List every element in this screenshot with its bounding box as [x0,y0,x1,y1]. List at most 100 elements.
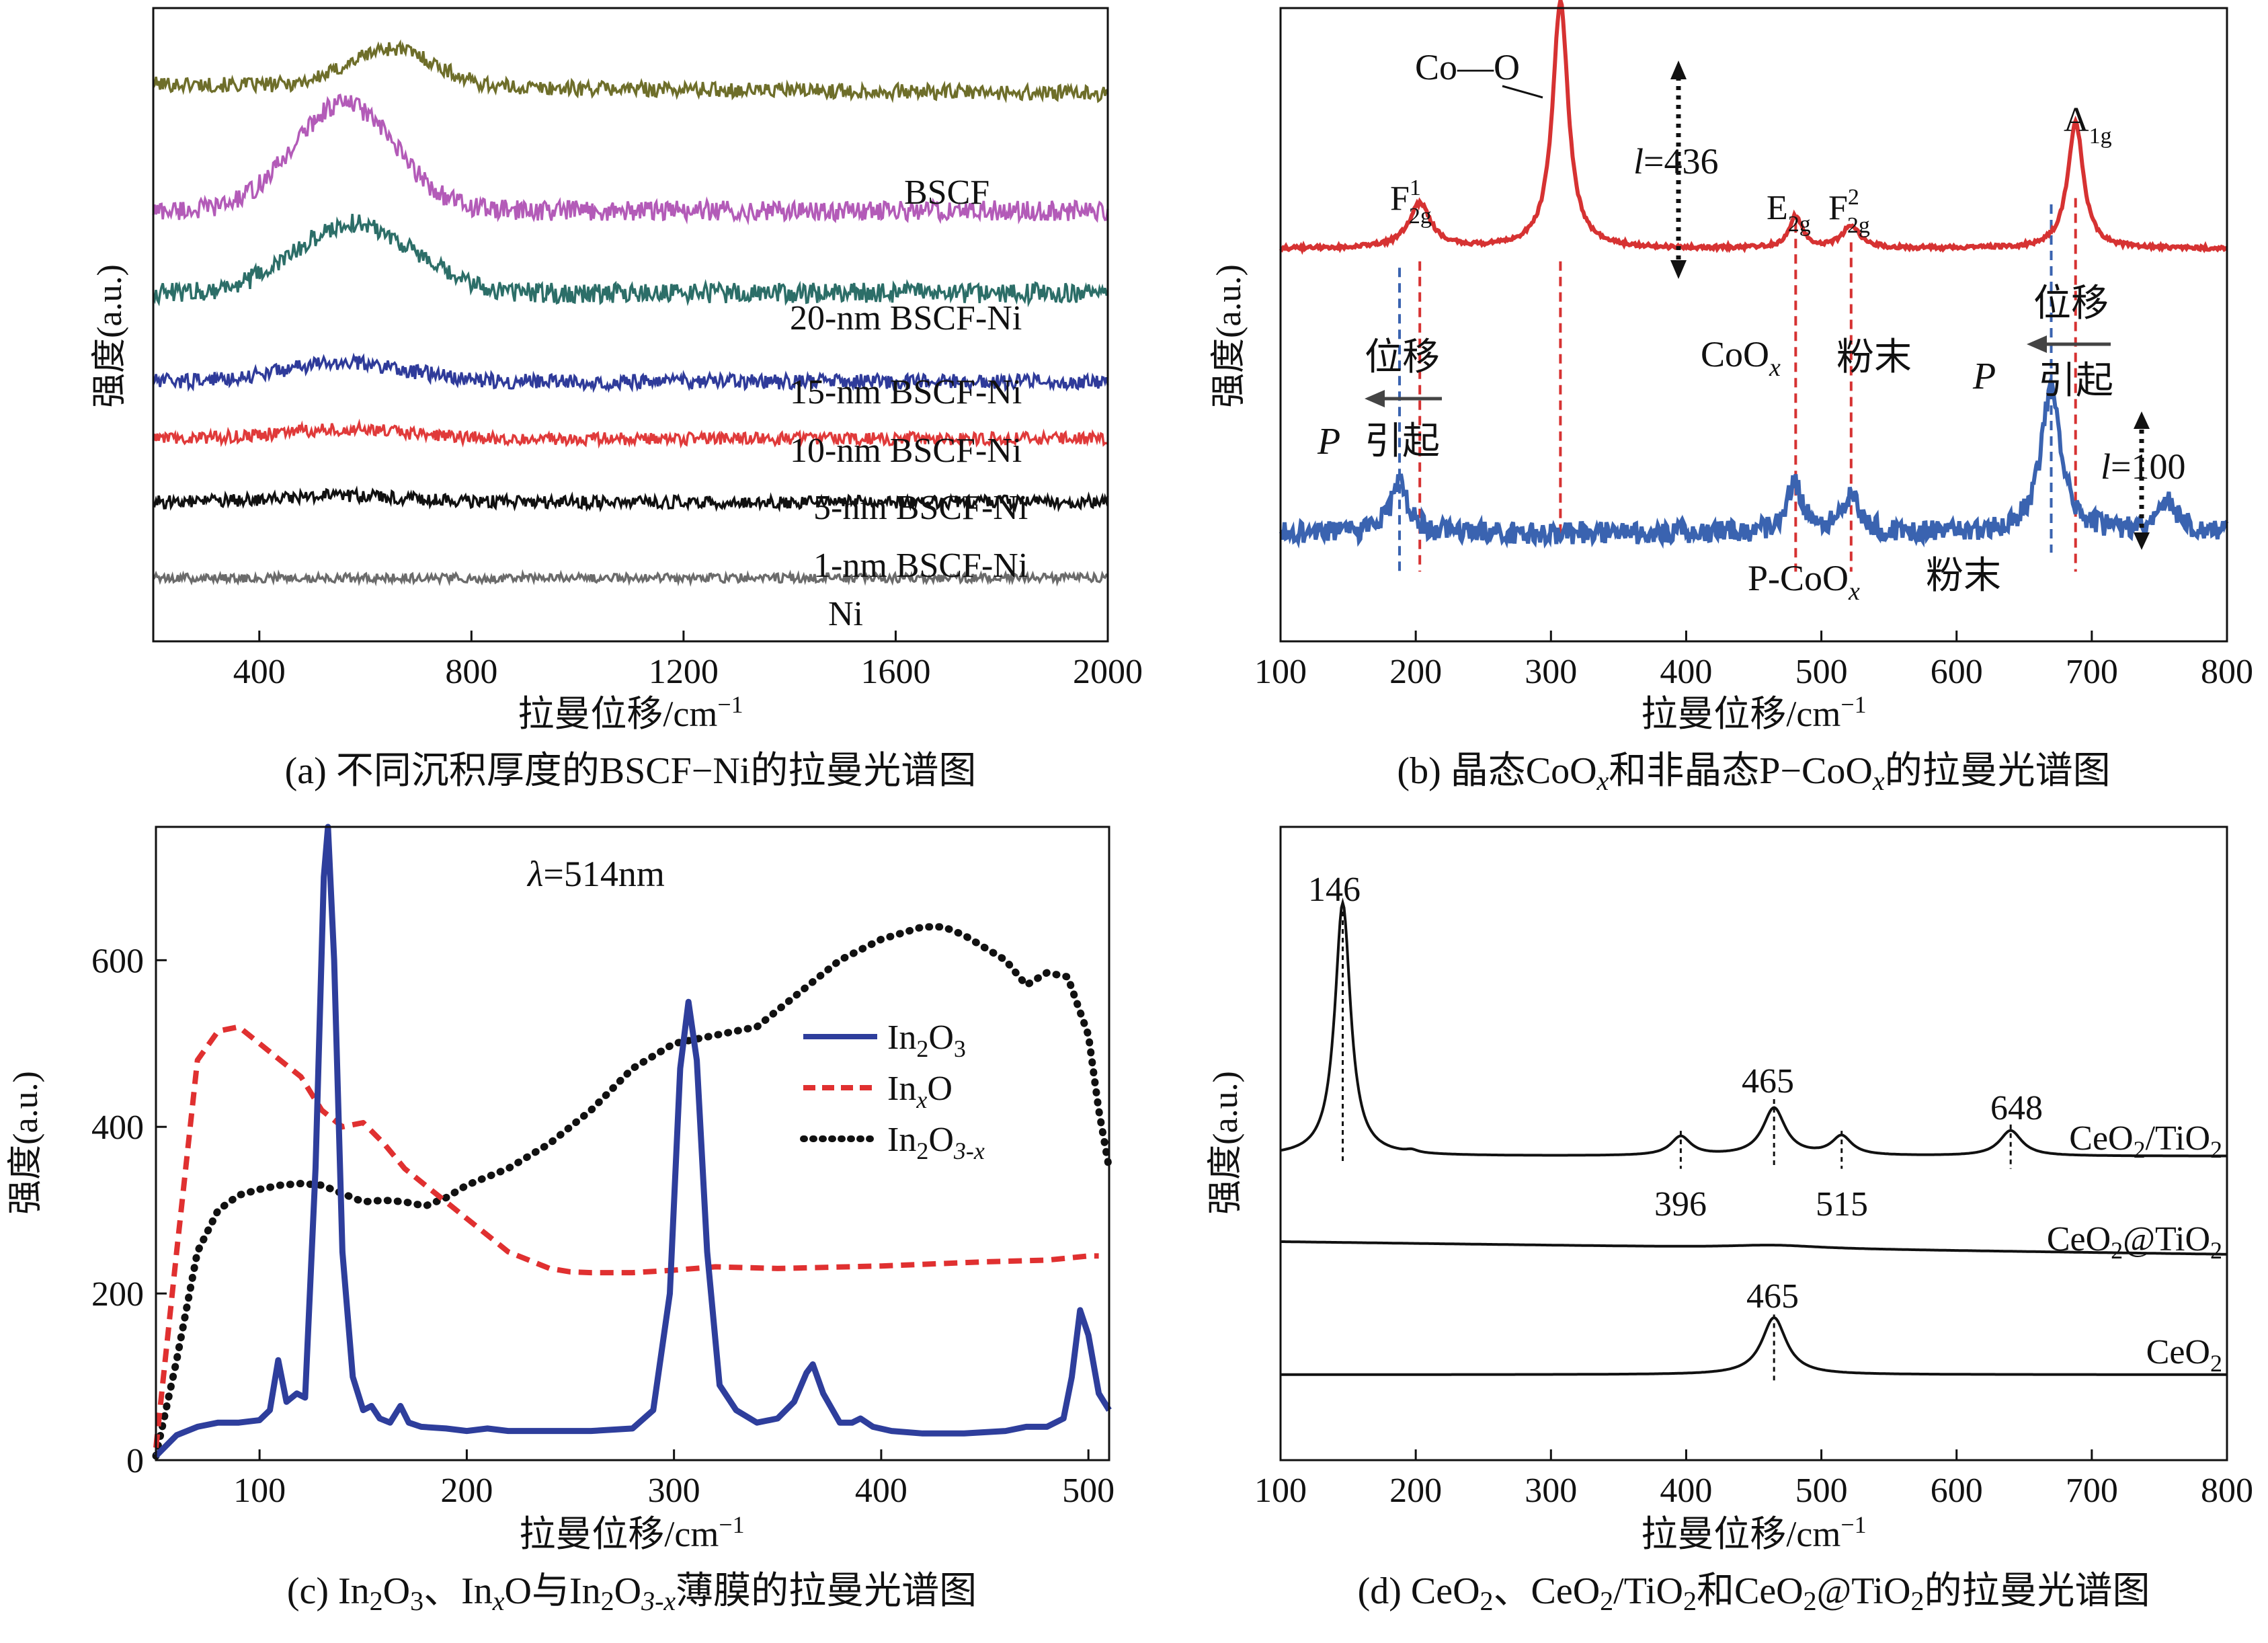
label-powder-top: 粉末 [1836,337,1912,378]
series-b-0 [1279,0,2228,255]
label-ceo2-at-tio2: CeO2@TiO2 [2047,1220,2222,1264]
panel-b: 100 200 300 400 500 600 700 800 强度(a.u.) 拉曼位移/c… [1210,0,2253,796]
panel-d-xtick-label: 700 [2066,1472,2118,1510]
label-shift-left: 位移 [1365,337,1440,378]
panel-c-ytick-label: 200 [91,1275,144,1314]
panel-d-xtick-label: 500 [1795,1472,1848,1510]
panel-d-xtick-label: 800 [2201,1472,2253,1510]
label-20nm: 20-nm BSCF-Ni [790,299,1022,337]
peak-label-465-top: 465 [1742,1062,1794,1100]
panel-b-xtick-label: 400 [1660,653,1712,691]
label-p-left: P [1317,421,1340,463]
label-p-coox: P-CoOx [1748,558,1860,606]
panel-a-caption: (a) 不同沉积厚度的BSCF−Ni的拉曼光谱图 [285,750,977,792]
panel-a-xtick-label: 800 [445,653,497,691]
series-c-2 [152,923,1113,1460]
legend-label-in2o3x: In2O3-x [887,1121,985,1164]
panel-c-ytick-label: 400 [91,1109,144,1147]
peak-label-465-bottom: 465 [1746,1277,1799,1316]
panel-b-xlabel: 拉曼位移/cm−1 [1641,691,1866,734]
label-shift-right: 位移 [2033,283,2109,325]
panel-c-xtick-label: 100 [233,1472,286,1510]
legend-label-in2o3: In2O3 [887,1018,966,1062]
panel-b-xtick-label: 600 [1931,653,1983,691]
panel-b-xtick-label: 200 [1389,653,1442,691]
panel-c-legend: In2O3 InxO In2O3-x [800,1018,985,1164]
label-ceo2: CeO2 [2146,1333,2222,1377]
series-a-0 [152,39,1108,104]
label-e2g: E2g [1767,189,1811,237]
label-f1-2g: F1 2g [1390,175,1432,229]
series-a-5 [152,485,1109,513]
panel-d-xtick-label: 300 [1525,1472,1577,1510]
panel-c: 100 200 300 400 500 0 200 400 600 λ=514nm In2O3 … [7,824,1115,1616]
panel-c-xtick-label: 300 [648,1472,700,1510]
series-d-0 [1280,897,2227,1158]
peak-label-648: 648 [1990,1089,2043,1127]
panel-a-xlabel: 拉曼位移/cm−1 [518,691,743,734]
series-a-2 [152,214,1108,308]
arrowhead-shift-right [2027,335,2047,353]
arrowhead-shift-left [1365,390,1385,407]
label-15nm: 15-nm BSCF-Ni [790,373,1022,411]
label-cause-left: 引起 [1365,421,1440,463]
panel-d-xtick-label: 600 [1931,1472,1983,1510]
panel-a-xtick-label: 2000 [1073,653,1143,691]
label-ceo2-tio2: CeO2/TiO2 [2069,1119,2222,1163]
label-ni: Ni [828,595,863,633]
panel-a-xtick-label: 1200 [649,653,719,691]
panel-b-ylabel: 强度(a.u.) [1210,264,1248,408]
series-c-0 [153,824,1112,1458]
panel-b-xtick-label: 300 [1525,653,1577,691]
series-c-1 [153,1024,1099,1448]
label-powder-bottom: 粉末 [1926,555,2001,597]
panel-a-ylabel: 强度(a.u.) [91,264,129,408]
panel-c-title: λ=514nm [526,854,665,894]
label-p-right: P [1972,356,1996,397]
peak-label-396: 396 [1654,1185,1707,1224]
legend-label-inxo: InxO [887,1070,953,1113]
panel-b-frame [1279,7,2228,643]
series-d-2 [1281,1316,2227,1376]
panel-c-xtick-label: 200 [440,1472,493,1510]
panel-c-ylabel: 强度(a.u.) [7,1071,45,1215]
series-d-1 [1281,1240,2227,1256]
peak-label-515: 515 [1816,1185,1868,1224]
panel-b-xtick-label: 500 [1795,653,1848,691]
label-f2-2g: F2 2g [1828,185,1870,238]
panel-a: 400 800 1200 1600 2000 BSCF 20-nm BSCF-Ni 15… [91,7,1143,792]
panel-c-frame [155,826,1110,1461]
panel-b-xtick-label: 700 [2066,653,2118,691]
label-coox: CoOx [1701,334,1781,382]
panel-c-ytick-label: 600 [91,942,144,980]
label-cause-right: 引起 [2038,360,2113,402]
series-a-3 [152,352,1109,393]
panel-d-xtick-label: 200 [1389,1472,1442,1510]
label-a1g: A1g [2064,101,2112,149]
panel-c-xtick-label: 500 [1062,1472,1115,1510]
panel-d-xlabel: 拉曼位移/cm−1 [1641,1511,1866,1554]
panel-a-frame [152,7,1109,643]
panel-c-xlabel: 拉曼位移/cm−1 [519,1511,744,1554]
series-a-1 [152,93,1109,226]
label-l436: l=436 [1633,141,1718,182]
label-bscf: BSCF [904,173,989,212]
panel-c-caption: (c) In2O3、InxO与In2O3-x薄膜的拉曼光谱图 [287,1570,977,1616]
panel-d-xtick-label: 100 [1254,1472,1307,1510]
arrow-co-o [1502,85,1543,99]
label-5nm: 5-nm BSCF-Ni [813,489,1028,527]
peak-label-146: 146 [1308,871,1361,909]
panel-d-frame [1279,826,2228,1461]
series-a-6 [152,569,1108,587]
panel-b-xtick-label: 100 [1254,653,1307,691]
series-a-4 [152,418,1108,449]
panel-c-xtick-label: 400 [855,1472,907,1510]
panel-b-xtick-label: 800 [2201,653,2253,691]
label-1nm: 1-nm BSCF-Ni [813,547,1028,585]
panel-d-ylabel: 强度(a.u.) [1207,1071,1245,1215]
label-l100: l=100 [2101,446,2185,487]
panel-a-xtick-label: 400 [233,653,286,691]
panel-d: 100 200 300 400 500 600 700 800 强度(a.u.) 146 46… [1207,826,2253,1616]
label-co-o: Co—O [1415,47,1520,87]
